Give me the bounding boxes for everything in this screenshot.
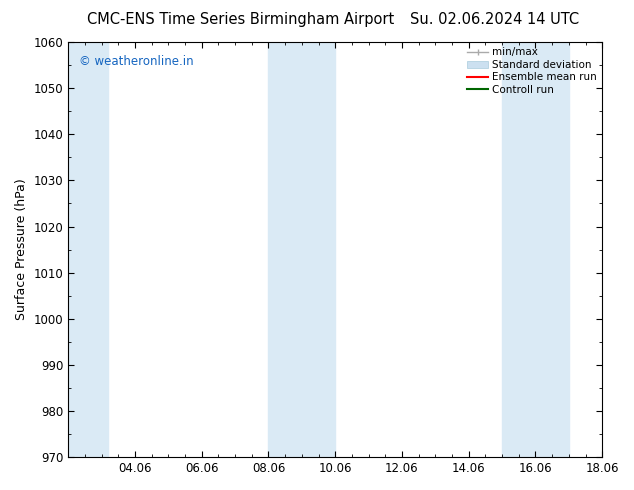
Text: Su. 02.06.2024 14 UTC: Su. 02.06.2024 14 UTC xyxy=(410,12,579,27)
Text: © weatheronline.in: © weatheronline.in xyxy=(79,54,193,68)
Text: CMC-ENS Time Series Birmingham Airport: CMC-ENS Time Series Birmingham Airport xyxy=(87,12,394,27)
Y-axis label: Surface Pressure (hPa): Surface Pressure (hPa) xyxy=(15,179,28,320)
Bar xyxy=(502,42,569,457)
Legend: min/max, Standard deviation, Ensemble mean run, Controll run: min/max, Standard deviation, Ensemble me… xyxy=(465,45,599,97)
Bar xyxy=(268,42,335,457)
Bar xyxy=(68,42,108,457)
